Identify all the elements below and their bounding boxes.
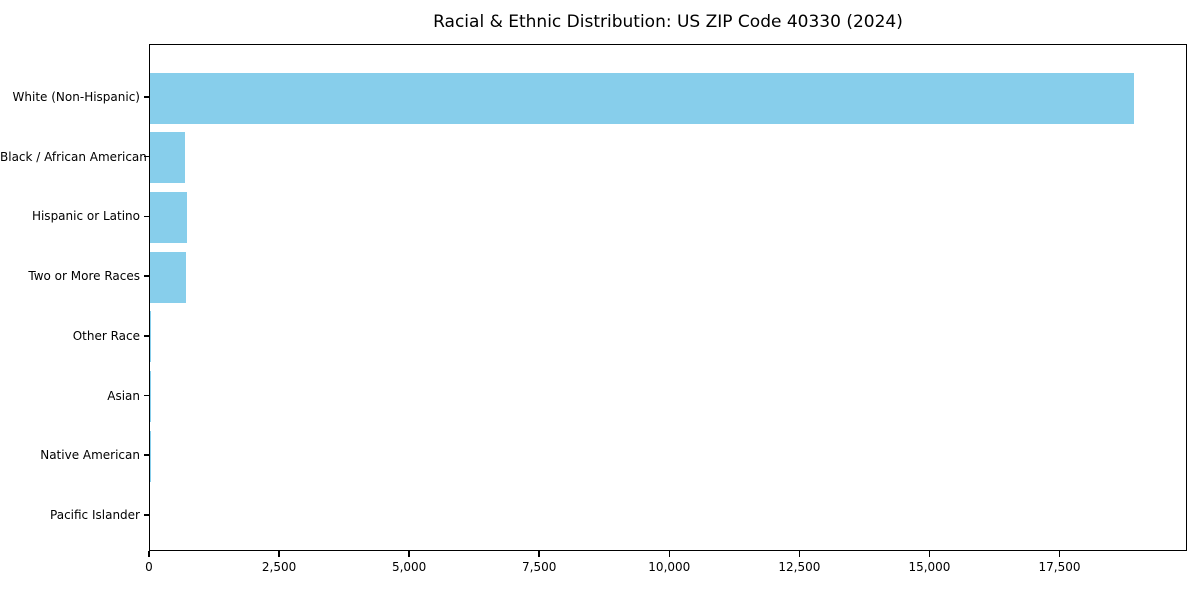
x-tick-label-10000: 10,000	[648, 560, 691, 574]
x-tick-2500	[278, 551, 280, 557]
x-tick-7500	[538, 551, 540, 557]
y-tick-hispanic-or-latino	[143, 215, 149, 218]
x-tick-12500	[798, 551, 801, 557]
x-tick-5000	[408, 551, 410, 557]
y-tick-other-race	[143, 335, 149, 337]
y-tick-white-non-hispanic	[143, 96, 149, 98]
x-tick-label-15000: 15,000	[908, 560, 951, 574]
y-tick-black-african-american	[143, 155, 149, 158]
bar-other-race	[150, 311, 152, 363]
chart-title: Racial & Ethnic Distribution: US ZIP Cod…	[433, 12, 903, 32]
x-tick-label-7500: 7,500	[522, 560, 557, 574]
y-label-hispanic-or-latino: Hispanic or Latino	[31, 209, 140, 224]
y-tick-native-american	[143, 454, 149, 456]
y-label-two-or-more-races: Two or More Races	[28, 269, 140, 284]
bar-asian	[150, 371, 151, 422]
x-tick-label-2500: 2,500	[261, 560, 297, 574]
x-tick-10000	[668, 551, 671, 557]
bar-black-african-american	[150, 132, 186, 184]
bar-hispanic-or-latino	[150, 191, 187, 243]
y-tick-asian	[143, 394, 149, 397]
x-tick-label-5000: 5,000	[391, 560, 427, 574]
y-label-white-non-hispanic: White (Non-Hispanic)	[12, 90, 140, 104]
x-tick-0	[148, 551, 150, 557]
x-tick-17500	[1058, 551, 1061, 557]
y-label-pacific-islander: Pacific Islander	[50, 507, 140, 522]
x-tick-label-0: 0	[145, 560, 153, 574]
y-label-native-american: Native American	[40, 448, 140, 463]
y-tick-two-or-more-races	[143, 275, 149, 277]
y-label-asian: Asian	[107, 388, 140, 403]
y-label-black-african-american: Black / African American	[0, 149, 147, 164]
x-tick-15000	[928, 551, 931, 557]
bar-white-non-hispanic	[150, 72, 1135, 124]
x-tick-label-12500: 12,500	[778, 560, 821, 574]
y-label-other-race: Other Race	[72, 328, 140, 343]
bar-two-or-more-races	[150, 251, 187, 303]
x-tick-label-17500: 17,500	[1038, 560, 1081, 574]
plot-area	[149, 44, 1187, 551]
y-tick-pacific-islander	[143, 514, 149, 516]
